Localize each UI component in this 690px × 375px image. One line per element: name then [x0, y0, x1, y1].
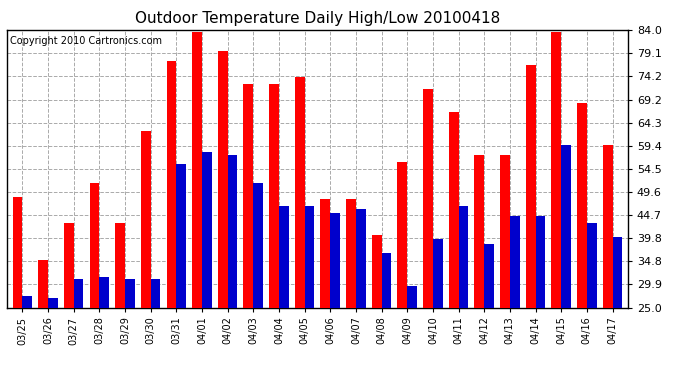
- Bar: [320, 200, 331, 375]
- Bar: [535, 216, 545, 375]
- Bar: [193, 32, 202, 375]
- Bar: [22, 296, 32, 375]
- Bar: [90, 183, 99, 375]
- Bar: [115, 223, 125, 375]
- Bar: [176, 164, 186, 375]
- Bar: [48, 298, 58, 375]
- Bar: [202, 152, 212, 375]
- Text: Copyright 2010 Cartronics.com: Copyright 2010 Cartronics.com: [10, 36, 162, 45]
- Bar: [613, 237, 622, 375]
- Bar: [561, 145, 571, 375]
- Bar: [331, 213, 340, 375]
- Bar: [346, 200, 356, 375]
- Bar: [125, 279, 135, 375]
- Bar: [382, 254, 391, 375]
- Bar: [586, 223, 597, 375]
- Bar: [279, 206, 288, 375]
- Bar: [475, 154, 484, 375]
- Bar: [407, 286, 417, 375]
- Bar: [603, 145, 613, 375]
- Bar: [12, 197, 22, 375]
- Bar: [253, 183, 263, 375]
- Bar: [459, 206, 469, 375]
- Bar: [423, 89, 433, 375]
- Bar: [64, 223, 74, 375]
- Bar: [526, 65, 535, 375]
- Bar: [433, 239, 442, 375]
- Bar: [99, 277, 109, 375]
- Bar: [448, 112, 459, 375]
- Bar: [269, 84, 279, 375]
- Bar: [74, 279, 83, 375]
- Bar: [150, 279, 160, 375]
- Bar: [166, 61, 176, 375]
- Text: Outdoor Temperature Daily High/Low 20100418: Outdoor Temperature Daily High/Low 20100…: [135, 11, 500, 26]
- Bar: [500, 154, 510, 375]
- Bar: [244, 84, 253, 375]
- Bar: [356, 209, 366, 375]
- Bar: [484, 244, 494, 375]
- Bar: [228, 154, 237, 375]
- Bar: [551, 32, 561, 375]
- Bar: [295, 77, 304, 375]
- Bar: [372, 235, 382, 375]
- Bar: [304, 206, 315, 375]
- Bar: [577, 103, 586, 375]
- Bar: [141, 131, 150, 375]
- Bar: [38, 261, 48, 375]
- Bar: [510, 216, 520, 375]
- Bar: [218, 51, 228, 375]
- Bar: [397, 162, 407, 375]
